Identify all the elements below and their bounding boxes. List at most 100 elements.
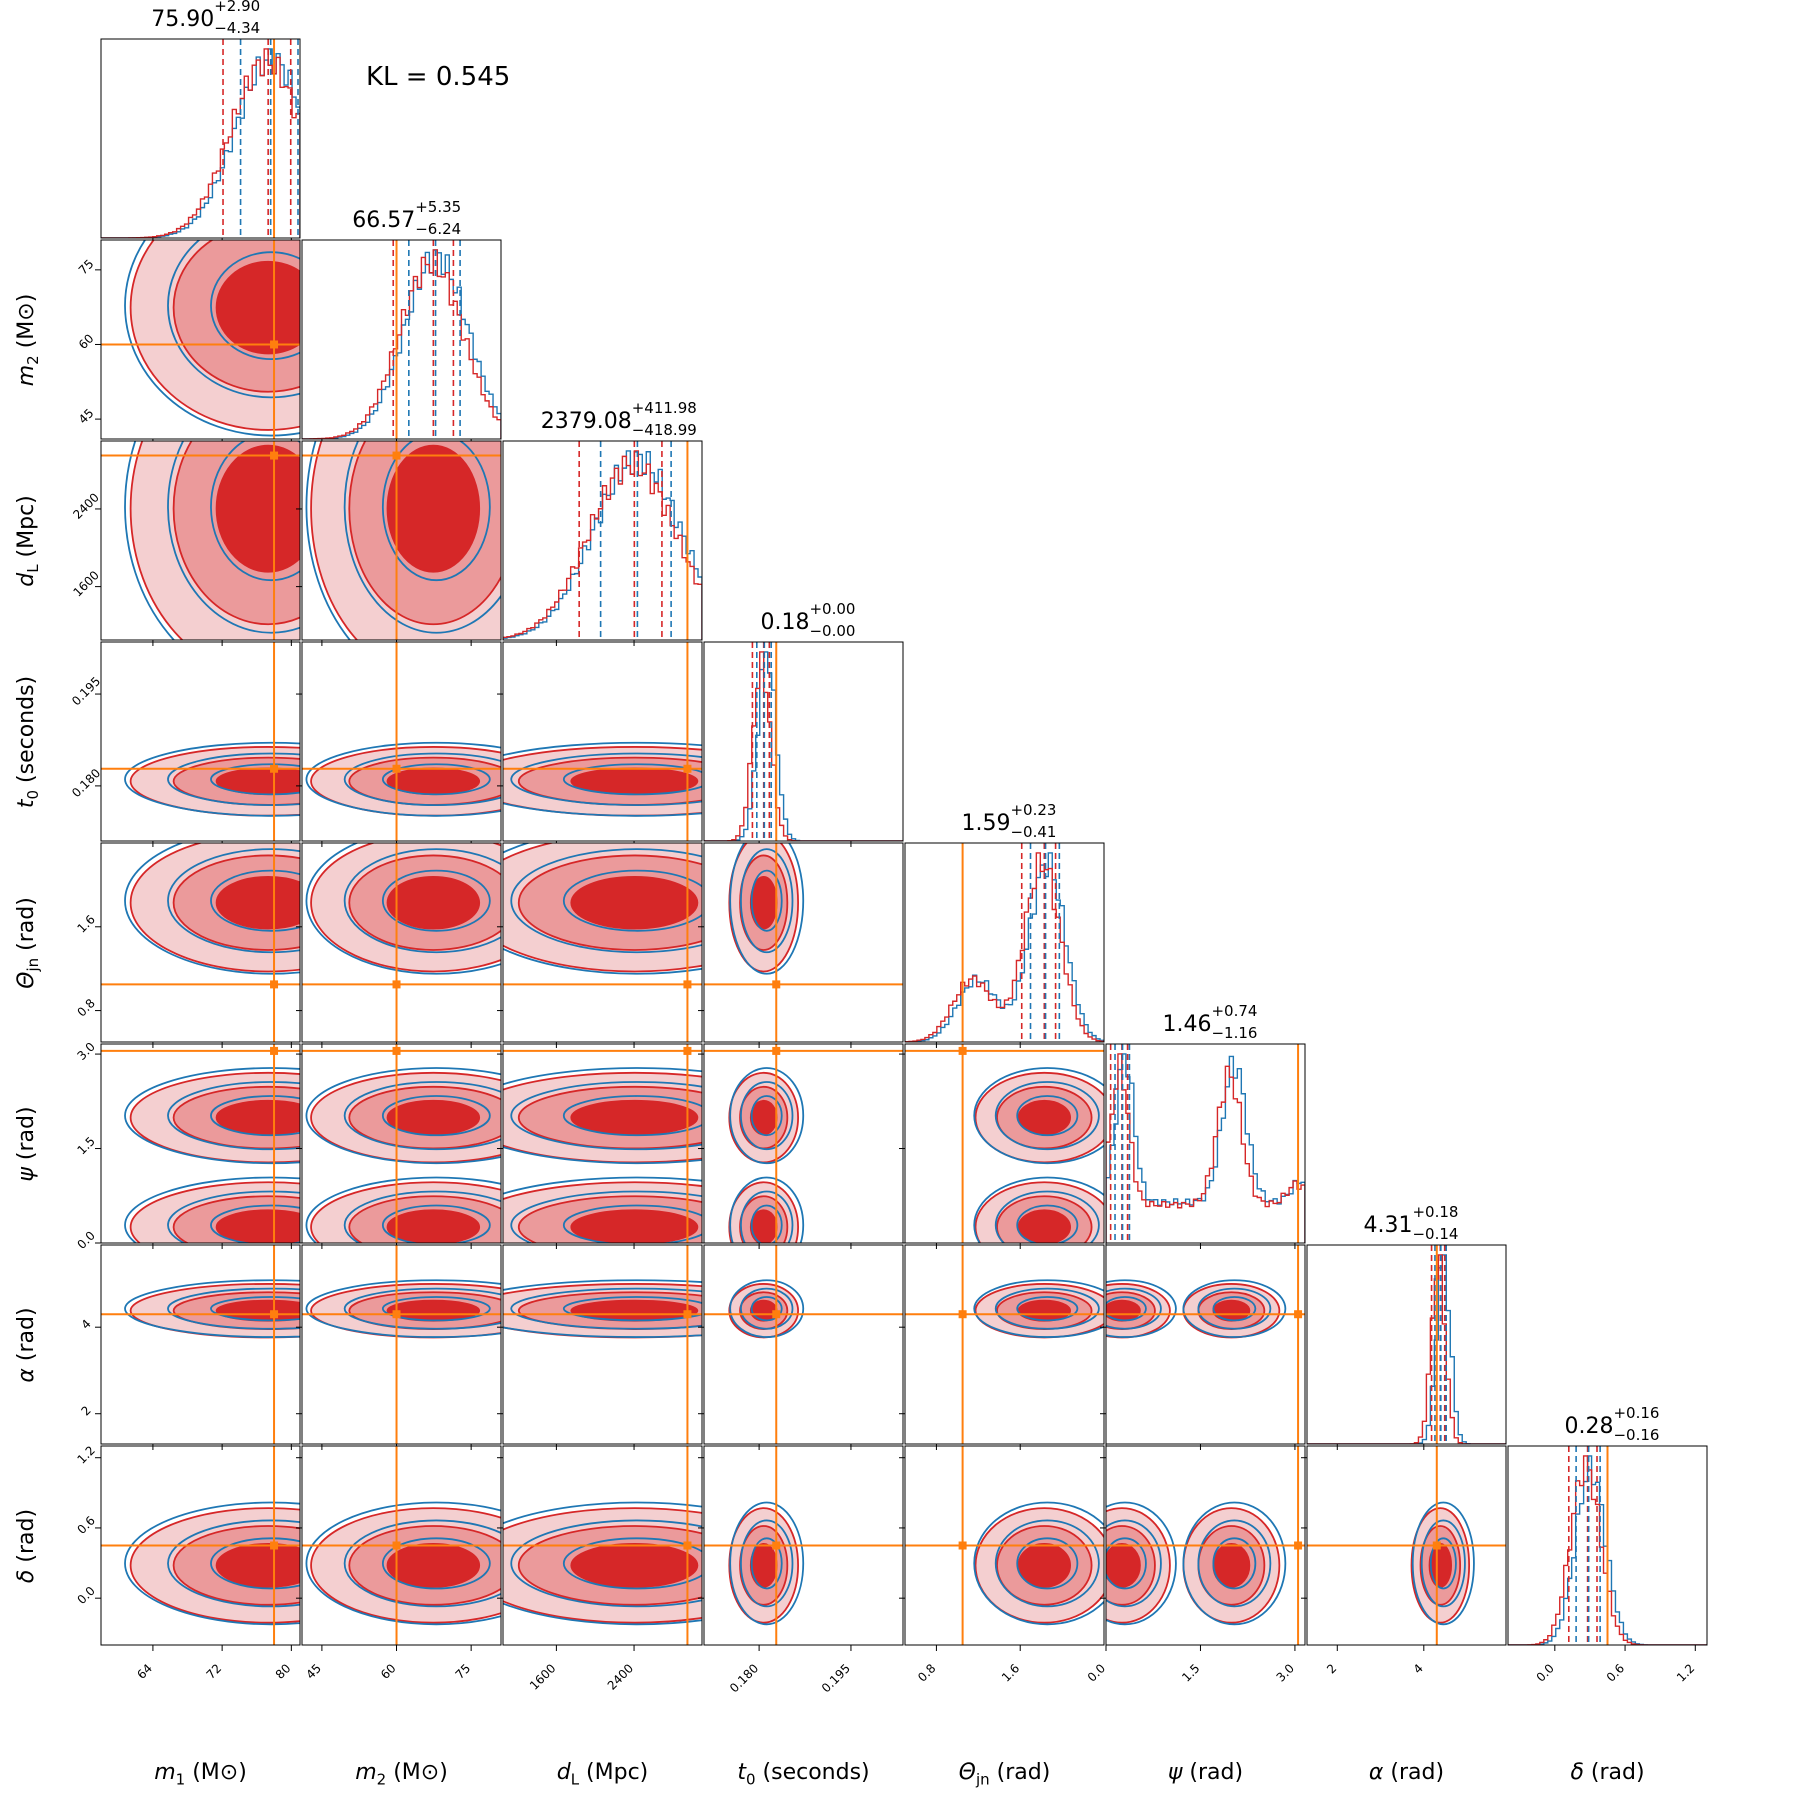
- x-tick-label: 0.0: [1085, 1661, 1108, 1684]
- panel-theta-delta: [905, 1446, 1104, 1645]
- histogram-series-a: [704, 651, 903, 841]
- density-contour-b: [124, 1067, 300, 1165]
- median-value: 1.46: [1162, 1012, 1212, 1037]
- lower-error: −0.16: [1613, 1426, 1660, 1444]
- panel-theta-alpha: [905, 1245, 1104, 1444]
- upper-error: +0.00: [809, 600, 856, 618]
- y-axis-label-dL: dL (Mpc): [14, 495, 42, 587]
- histogram-delta: [1508, 1446, 1707, 1645]
- axes-frame: [1105, 1445, 1306, 1646]
- x-tick-label: 1.2: [1674, 1661, 1697, 1684]
- panel-m2-psi: [302, 1044, 501, 1243]
- density-contour-b: [124, 441, 176, 640]
- density-contour-b: [562, 763, 702, 796]
- axes-frame: [502, 1043, 703, 1244]
- lower-error: −0.00: [809, 622, 856, 640]
- density-contour-b: [124, 843, 300, 975]
- density-contour-b: [1212, 1537, 1257, 1590]
- density-contour: [215, 260, 300, 355]
- truth-marker: [772, 1310, 781, 1319]
- x-axis-label-alpha: α (rad): [1369, 1760, 1444, 1788]
- x-axis-label-theta: Θjn (rad): [959, 1760, 1051, 1788]
- density-contour-b: [167, 441, 300, 634]
- axes-frame: [301, 842, 502, 1043]
- axes-frame: [100, 1244, 301, 1445]
- axes-frame: [301, 1043, 502, 1244]
- upper-error: +0.18: [1412, 1203, 1459, 1221]
- y-tick-label: 3.0: [74, 1040, 97, 1063]
- label-unit: (rad): [13, 896, 39, 958]
- truth-marker: [270, 980, 279, 989]
- density-contour-b: [124, 240, 300, 437]
- truth-marker: [772, 1046, 781, 1055]
- kl-divergence-label: KL = 0.545: [366, 62, 511, 92]
- histogram-series-a: [905, 852, 1104, 1042]
- histogram-series-b: [1307, 1254, 1506, 1444]
- y-axis-label-m2: m2 (M⊙): [14, 293, 42, 386]
- density-contour-b: [1106, 1287, 1162, 1330]
- y-axis-label-t0: t0 (seconds): [14, 675, 42, 807]
- axes-frame: [502, 1244, 703, 1445]
- axes-frame: [904, 842, 1105, 1043]
- density-contour: [1017, 1209, 1071, 1243]
- y-tick-label: 0.195: [69, 674, 103, 708]
- y-axis-label-delta: δ (rad): [14, 1508, 42, 1582]
- truth-marker: [1294, 1310, 1303, 1319]
- axes-frame: [904, 1043, 1105, 1244]
- histogram-series-b: [503, 450, 702, 640]
- density-contour-b: [503, 1279, 702, 1338]
- density-contour-b: [994, 1190, 1100, 1243]
- panel-theta-psi: [905, 1044, 1104, 1243]
- y-tick-label: 1600: [70, 568, 101, 599]
- truth-marker: [683, 764, 692, 773]
- label-symbol: d: [556, 1760, 571, 1785]
- density-contour-b: [750, 1296, 783, 1322]
- upper-error: +0.74: [1211, 1002, 1258, 1020]
- y-tick-label: 2400: [70, 490, 101, 521]
- x-tick-label: 1600: [527, 1661, 558, 1692]
- axes-frame: [502, 440, 703, 641]
- median-value: 0.18: [760, 610, 810, 635]
- median-value: 66.57: [352, 208, 416, 233]
- truth-marker: [772, 1541, 781, 1550]
- density-contour-b: [1212, 1296, 1257, 1322]
- ticks: [698, 926, 852, 1048]
- x-axis-label-m1: m1 (M⊙): [154, 1760, 247, 1788]
- label-symbol: ψ: [13, 1166, 39, 1182]
- panel-m1-delta: [101, 1446, 300, 1645]
- density-contour-b: [210, 441, 300, 582]
- density-contour: [1212, 1299, 1251, 1322]
- density-contour-b: [562, 1204, 702, 1243]
- label-unit: (rad): [13, 1306, 39, 1368]
- x-tick-label: 75: [453, 1661, 474, 1682]
- density-contour-b: [210, 1296, 300, 1322]
- density-contour-b: [167, 240, 300, 399]
- truth-marker: [958, 1310, 967, 1319]
- density-contour-b: [381, 441, 491, 582]
- truth-marker: [392, 451, 401, 460]
- truth-marker: [683, 980, 692, 989]
- lower-error: −1.16: [1211, 1024, 1258, 1042]
- truth-marker: [392, 980, 401, 989]
- axes-frame: [703, 641, 904, 842]
- density-contour-b: [740, 1287, 794, 1330]
- density-contour-b: [305, 1067, 501, 1165]
- density-contour-b: [167, 1287, 300, 1330]
- density-contour: [386, 1543, 481, 1588]
- density-contour: [386, 1209, 481, 1243]
- density-contour-b: [1016, 1296, 1079, 1322]
- density-contour-b: [750, 1204, 783, 1243]
- lower-error: −0.14: [1412, 1225, 1459, 1243]
- ticks: [95, 1326, 292, 1450]
- density-contour-b: [343, 1519, 501, 1608]
- density-contour-b: [1197, 1519, 1272, 1608]
- y-tick-label: 0.0: [74, 1584, 97, 1607]
- x-tick-label: 0.180: [727, 1661, 761, 1695]
- panel-title-dL: 2379.08 +411.98 −418.99: [541, 401, 697, 438]
- histogram-series-a: [503, 450, 702, 640]
- panel-dL-theta: [503, 843, 702, 1042]
- density-contour-b: [210, 1095, 300, 1137]
- density-contour-b: [562, 1296, 702, 1322]
- x-axis-label-m2: m2 (M⊙): [355, 1760, 448, 1788]
- x-tick-label: 0.6: [1604, 1661, 1627, 1684]
